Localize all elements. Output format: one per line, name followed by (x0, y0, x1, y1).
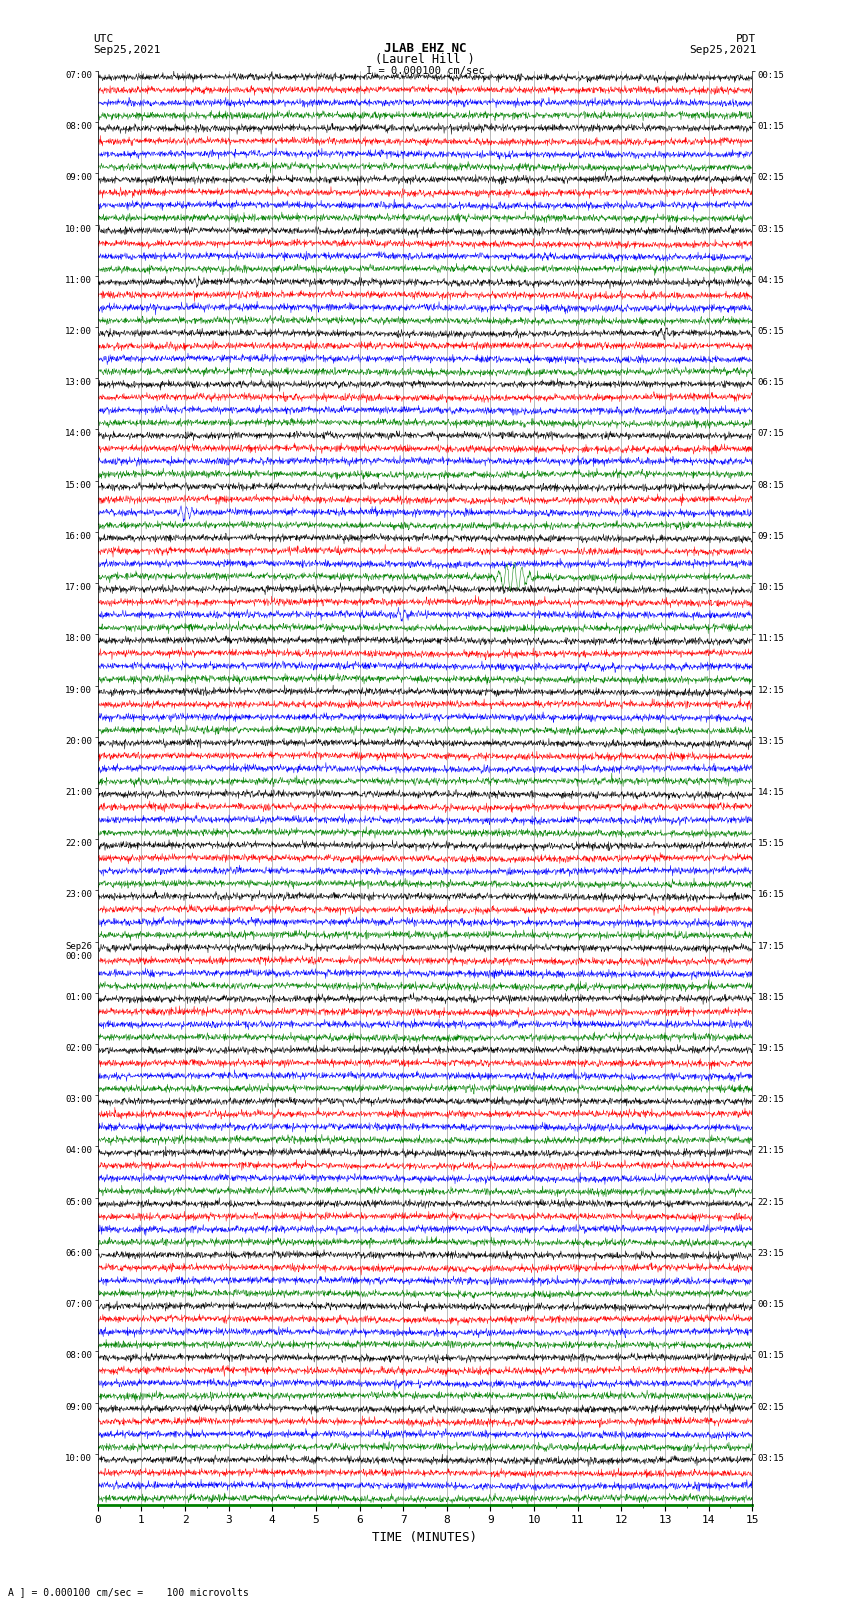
Text: I = 0.000100 cm/sec: I = 0.000100 cm/sec (366, 66, 484, 76)
Text: PDT: PDT (736, 34, 756, 44)
Text: UTC: UTC (94, 34, 114, 44)
X-axis label: TIME (MINUTES): TIME (MINUTES) (372, 1531, 478, 1544)
Text: Sep25,2021: Sep25,2021 (689, 45, 756, 55)
Text: A ] = 0.000100 cm/sec =    100 microvolts: A ] = 0.000100 cm/sec = 100 microvolts (8, 1587, 249, 1597)
Text: (Laurel Hill ): (Laurel Hill ) (375, 53, 475, 66)
Text: Sep25,2021: Sep25,2021 (94, 45, 161, 55)
Text: JLAB EHZ NC: JLAB EHZ NC (383, 42, 467, 55)
